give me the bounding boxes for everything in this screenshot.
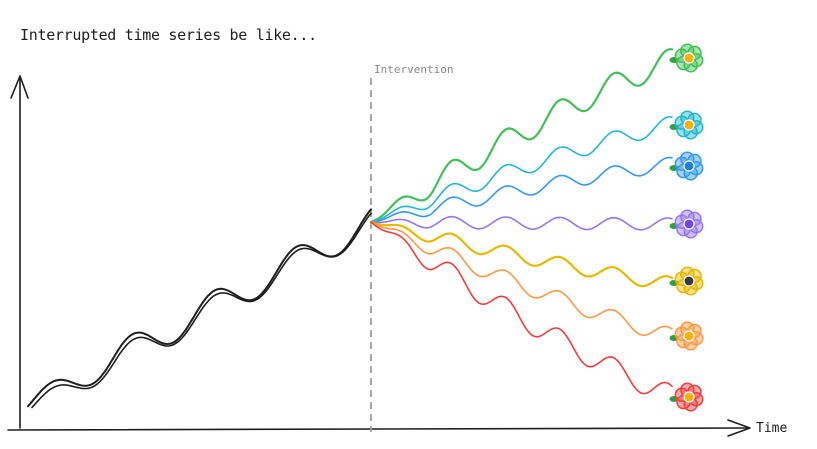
diagram-title: Interrupted time series be like... bbox=[20, 26, 317, 44]
x-axis-arrowhead bbox=[727, 419, 751, 437]
yellow-flower-icon bbox=[669, 266, 704, 296]
orange-outcome-line bbox=[370, 221, 673, 336]
red-flower-icon bbox=[669, 382, 704, 412]
pre-intervention-trend bbox=[27, 208, 372, 409]
flower-center bbox=[683, 275, 695, 287]
y-axis-arrowhead bbox=[10, 75, 29, 99]
blue-flower-icon bbox=[669, 151, 704, 181]
violet-flower-icon bbox=[669, 209, 704, 239]
green-flower-icon bbox=[669, 43, 704, 73]
flower-center bbox=[683, 119, 695, 131]
flower-center bbox=[683, 391, 695, 403]
flower-center bbox=[683, 218, 695, 230]
post-intervention-outcomes bbox=[369, 48, 674, 395]
pre-trend-line-sketch bbox=[31, 212, 372, 409]
orange-flower-icon bbox=[669, 321, 704, 351]
yellow-outcome-line bbox=[369, 220, 674, 288]
flower-center bbox=[683, 160, 695, 172]
violet-outcome-line bbox=[370, 215, 673, 231]
intervention-label: Intervention bbox=[374, 63, 454, 76]
x-axis bbox=[7, 427, 749, 431]
flower-center bbox=[683, 330, 695, 342]
outcome-flowers bbox=[669, 43, 704, 412]
pre-trend-line bbox=[27, 208, 372, 408]
cyan-flower-icon bbox=[669, 110, 704, 140]
axes bbox=[7, 75, 751, 437]
cyan-outcome-line bbox=[370, 116, 673, 223]
green-outcome-line bbox=[369, 48, 674, 224]
x-axis-label: Time bbox=[756, 421, 788, 436]
red-outcome-line bbox=[370, 221, 673, 395]
flower-center bbox=[683, 52, 695, 64]
blue-outcome-line bbox=[370, 156, 673, 223]
